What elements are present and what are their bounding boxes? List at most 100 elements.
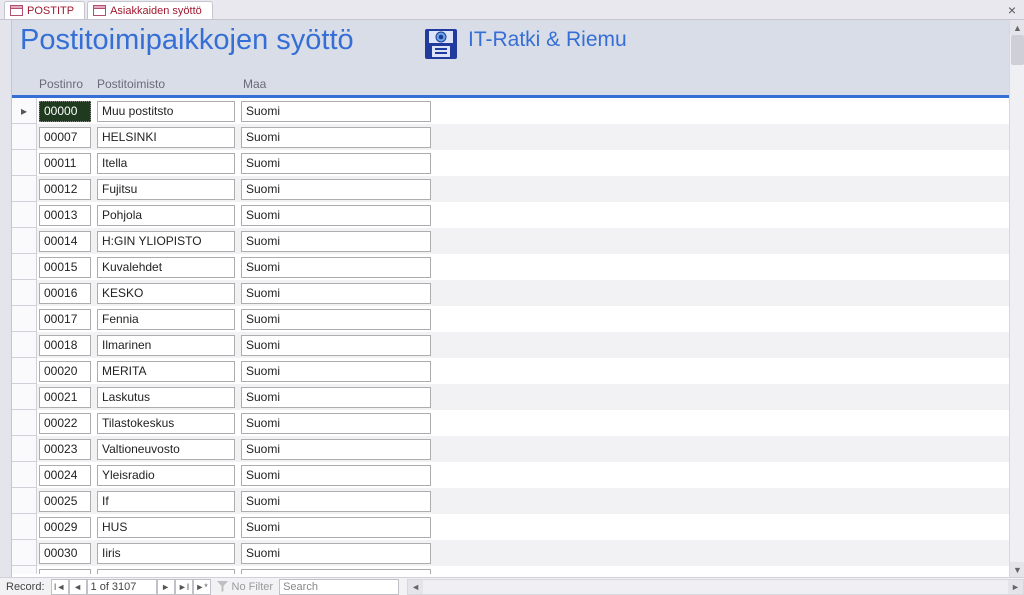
- postinro-field[interactable]: 00007: [39, 127, 91, 148]
- table-row[interactable]: 00013 Pohjola Suomi: [12, 202, 1024, 228]
- table-row[interactable]: 00024 Yleisradio Suomi: [12, 462, 1024, 488]
- table-row[interactable]: 00021 Laskutus Suomi: [12, 384, 1024, 410]
- row-selector[interactable]: [12, 150, 37, 176]
- nav-prev-button[interactable]: ◄: [69, 579, 87, 595]
- nav-new-button[interactable]: ►*: [193, 579, 211, 595]
- nav-next-button[interactable]: ►: [157, 579, 175, 595]
- maa-field[interactable]: Suomi: [241, 413, 431, 434]
- row-selector[interactable]: [12, 384, 37, 410]
- maa-field[interactable]: Suomi: [241, 257, 431, 278]
- tab-postitp[interactable]: POSTITP: [4, 1, 85, 19]
- row-selector[interactable]: [12, 306, 37, 332]
- table-row[interactable]: 00029HUSSuomi: [12, 514, 1024, 540]
- postinro-field[interactable]: 00030: [39, 543, 91, 564]
- postitoimisto-field[interactable]: Kuvalehdet: [97, 257, 235, 278]
- scroll-left-icon[interactable]: ◄: [408, 580, 423, 594]
- row-selector[interactable]: [12, 124, 37, 150]
- vertical-scrollbar[interactable]: ▲ ▼: [1009, 20, 1024, 577]
- postinro-field[interactable]: 00012: [39, 179, 91, 200]
- scroll-right-icon[interactable]: ►: [1008, 580, 1023, 594]
- row-selector[interactable]: [12, 228, 37, 254]
- postinro-field[interactable]: 00015: [39, 257, 91, 278]
- postinro-field[interactable]: 00031: [39, 569, 91, 575]
- postitoimisto-field[interactable]: Iiris: [97, 543, 235, 564]
- maa-field[interactable]: Suomi: [241, 361, 431, 382]
- scroll-up-icon[interactable]: ▲: [1010, 20, 1024, 35]
- postitoimisto-field[interactable]: If: [97, 491, 235, 512]
- postitoimisto-field[interactable]: Yleisradio: [97, 465, 235, 486]
- maa-field[interactable]: Suomi: [241, 283, 431, 304]
- maa-field[interactable]: Suomi: [241, 309, 431, 330]
- maa-field[interactable]: Suomi: [241, 543, 431, 564]
- table-row[interactable]: 00012 Fujitsu Suomi: [12, 176, 1024, 202]
- nav-last-button[interactable]: ►I: [175, 579, 193, 595]
- postitoimisto-field[interactable]: Itella: [97, 153, 235, 174]
- row-selector[interactable]: [12, 566, 37, 574]
- table-row[interactable]: 00007 HELSINKI Suomi: [12, 124, 1024, 150]
- postitoimisto-field[interactable]: Muu postitsto: [97, 101, 235, 122]
- nav-position[interactable]: 1 of 3107: [87, 579, 157, 595]
- maa-field[interactable]: Suomi: [241, 335, 431, 356]
- row-selector[interactable]: [12, 358, 37, 384]
- postinro-field[interactable]: 00016: [39, 283, 91, 304]
- postinro-field[interactable]: 00013: [39, 205, 91, 226]
- maa-field[interactable]: Suomi: [241, 569, 431, 575]
- postinro-field[interactable]: 00014: [39, 231, 91, 252]
- postitoimisto-field[interactable]: H:GIN YLIOPISTO: [97, 231, 235, 252]
- close-icon[interactable]: ×: [1008, 2, 1016, 18]
- table-row[interactable]: 00025IfSuomi: [12, 488, 1024, 514]
- postitoimisto-field[interactable]: Ilmarinen: [97, 335, 235, 356]
- postinro-field[interactable]: 00000: [39, 101, 91, 122]
- postitoimisto-field[interactable]: Tilastokeskus: [97, 413, 235, 434]
- postitoimisto-field[interactable]: MERITA: [97, 361, 235, 382]
- maa-field[interactable]: Suomi: [241, 465, 431, 486]
- row-selector[interactable]: [12, 332, 37, 358]
- postinro-field[interactable]: 00021: [39, 387, 91, 408]
- row-selector[interactable]: [12, 176, 37, 202]
- postitoimisto-field[interactable]: KESKO: [97, 283, 235, 304]
- table-row[interactable]: 00020 MERITA Suomi: [12, 358, 1024, 384]
- row-selector[interactable]: [12, 410, 37, 436]
- maa-field[interactable]: Suomi: [241, 387, 431, 408]
- row-selector[interactable]: [12, 202, 37, 228]
- row-selector[interactable]: [12, 280, 37, 306]
- postitoimisto-field[interactable]: Fujitsu: [97, 179, 235, 200]
- scroll-down-icon[interactable]: ▼: [1010, 562, 1024, 577]
- postinro-field[interactable]: 00020: [39, 361, 91, 382]
- maa-field[interactable]: Suomi: [241, 439, 431, 460]
- maa-field[interactable]: Suomi: [241, 231, 431, 252]
- nav-first-button[interactable]: I◄: [51, 579, 69, 595]
- table-row[interactable]: 00016 KESKO Suomi: [12, 280, 1024, 306]
- postinro-field[interactable]: 00025: [39, 491, 91, 512]
- row-selector[interactable]: [12, 436, 37, 462]
- maa-field[interactable]: Suomi: [241, 127, 431, 148]
- tab-asiakkaiden[interactable]: Asiakkaiden syöttö: [87, 1, 213, 19]
- row-selector[interactable]: [12, 462, 37, 488]
- maa-field[interactable]: Suomi: [241, 205, 431, 226]
- postinro-field[interactable]: 00017: [39, 309, 91, 330]
- row-selector[interactable]: [12, 540, 37, 566]
- postinro-field[interactable]: 00022: [39, 413, 91, 434]
- table-row[interactable]: 00015 Kuvalehdet Suomi: [12, 254, 1024, 280]
- postitoimisto-field[interactable]: Pohjola: [97, 205, 235, 226]
- postinro-field[interactable]: 00018: [39, 335, 91, 356]
- postitoimisto-field[interactable]: Laskutus: [97, 387, 235, 408]
- table-row[interactable]: 00023ValtioneuvostoSuomi: [12, 436, 1024, 462]
- table-row[interactable]: 00031 GE Suomi: [12, 566, 1024, 574]
- table-row[interactable]: 00017FenniaSuomi: [12, 306, 1024, 332]
- table-row[interactable]: 00018 Ilmarinen Suomi: [12, 332, 1024, 358]
- postitoimisto-field[interactable]: HELSINKI: [97, 127, 235, 148]
- row-selector[interactable]: ▸: [12, 98, 37, 124]
- table-row[interactable]: 00022 Tilastokeskus Suomi: [12, 410, 1024, 436]
- table-row[interactable]: 00011ItellaSuomi: [12, 150, 1024, 176]
- postitoimisto-field[interactable]: GE: [97, 569, 235, 575]
- scroll-thumb[interactable]: [1011, 35, 1024, 65]
- postinro-field[interactable]: 00011: [39, 153, 91, 174]
- nav-search-input[interactable]: Search: [279, 579, 399, 595]
- maa-field[interactable]: Suomi: [241, 179, 431, 200]
- postitoimisto-field[interactable]: HUS: [97, 517, 235, 538]
- maa-field[interactable]: Suomi: [241, 101, 431, 122]
- postinro-field[interactable]: 00024: [39, 465, 91, 486]
- horizontal-scrollbar[interactable]: ◄ ►: [407, 579, 1024, 595]
- row-selector[interactable]: [12, 254, 37, 280]
